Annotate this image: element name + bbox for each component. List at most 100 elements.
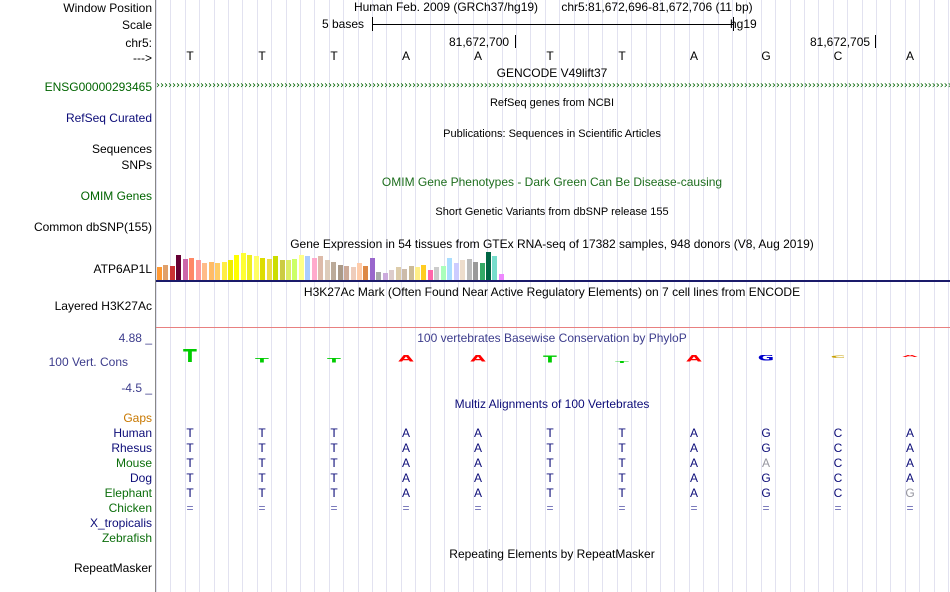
phylop-base-score[interactable]: T [615,360,629,363]
gtex-tissue-bar[interactable] [498,274,504,280]
gtex-tissue-bar[interactable] [273,256,279,280]
phylop-base-score[interactable]: A [398,355,414,363]
phylop-base-score[interactable]: A [902,355,918,358]
alignment-base: T [546,471,554,485]
gtex-tissue-bar[interactable] [479,263,485,280]
species-label[interactable]: Mouse [115,456,152,470]
gtex-tissue-bar[interactable] [260,258,266,280]
gtex-tissue-bar[interactable] [453,263,459,280]
repeatmasker-track-label[interactable]: RepeatMasker [73,561,152,575]
grid-line [588,0,589,592]
gtex-tissue-bar[interactable] [202,263,208,280]
gtex-tissue-bar[interactable] [389,270,395,280]
gtex-tissue-bar[interactable] [266,259,272,280]
gtex-tissue-bar[interactable] [182,259,188,280]
coordinate-left: 81,672,700 [449,35,510,49]
gtex-tissue-bar[interactable] [376,272,382,280]
gtex-tissue-bar[interactable] [215,263,221,280]
gtex-tissue-bar[interactable] [415,267,420,280]
gtex-tissue-bar[interactable] [286,260,291,280]
multiz-track-title: Multiz Alignments of 100 Vertebrates [454,397,650,411]
species-label[interactable]: Human [113,426,152,440]
gtex-tissue-bar[interactable] [279,260,285,280]
gtex-tissue-bar[interactable] [408,266,414,280]
gtex-tissue-bar[interactable] [434,267,440,280]
gtex-tissue-bar[interactable] [395,267,401,280]
gencode-gene-feature[interactable]: ››››››››››››››››››››››››››››››››››››››››… [156,81,950,91]
phylop-base-score[interactable]: G [757,355,775,362]
gtex-tissue-bar[interactable] [331,262,337,280]
alignment-base: T [618,456,626,470]
phylop-base-score[interactable]: C [830,355,846,359]
gtex-tissue-bar[interactable] [421,265,427,280]
gtex-tissue-bar[interactable] [402,269,408,280]
phylop-base-score[interactable]: T [183,348,197,363]
gtex-tissue-bar[interactable] [344,266,350,280]
phylop-base-score[interactable]: T [543,355,557,363]
refseq-track-label[interactable]: RefSeq Curated [65,111,152,125]
gtex-tissue-bar[interactable] [195,260,201,280]
alignment-base: A [905,471,914,485]
gtex-track-label[interactable]: ATP6AP1L [93,262,152,276]
species-label[interactable]: Zebrafish [101,531,152,545]
gtex-tissue-bar[interactable] [356,263,362,280]
gtex-tissue-bar[interactable] [473,262,479,280]
gtex-tissue-bar[interactable] [240,253,246,280]
grid-line [314,0,315,592]
species-label[interactable]: Elephant [104,486,152,500]
gtex-tissue-bar[interactable] [298,255,304,280]
grid-line [343,0,344,592]
gtex-tissue-bar[interactable] [382,273,388,280]
gtex-tissue-bar[interactable] [305,256,311,280]
grid-line [401,0,402,592]
gtex-tissue-bar[interactable] [492,256,498,280]
position-text: chr5:81,672,696-81,672,706 (11 bp) [561,0,753,14]
gtex-tissue-bar[interactable] [447,258,453,280]
phylop-base-score[interactable]: A [470,355,486,363]
gtex-tissue-bar[interactable] [227,260,233,280]
gtex-tissue-bar[interactable] [221,262,227,280]
species-label[interactable]: Dog [129,471,152,485]
gtex-tissue-bar[interactable] [363,266,369,280]
h3k27ac-track-label[interactable]: Layered H3K27Ac [54,299,152,313]
gtex-tissue-bar[interactable] [318,256,324,280]
gtex-tissue-bar[interactable] [337,265,343,280]
dbsnp-track-label[interactable]: Common dbSNP(155) [33,220,152,234]
phylop-base-score[interactable]: T [255,358,269,363]
alignment-base: = [762,501,770,515]
snps-track-label[interactable]: SNPs [121,158,152,172]
alignment-base: T [258,471,266,485]
gtex-tissue-bar[interactable] [440,266,446,280]
gtex-tissue-bar[interactable] [324,260,330,280]
gtex-tissue-bar[interactable] [208,262,214,280]
gtex-tissue-bar[interactable] [247,255,253,280]
gtex-tissue-bar[interactable] [253,256,259,280]
gtex-tissue-bar[interactable] [350,267,356,280]
gtex-tissue-bar[interactable] [485,252,491,280]
sequences-track-label[interactable]: Sequences [91,142,152,156]
phylop-track-label[interactable]: 100 Vert. Cons [48,355,128,369]
gtex-tissue-bar[interactable] [234,255,240,280]
gtex-tissue-bar[interactable] [369,258,375,280]
species-label[interactable]: X_tropicalis [89,516,152,530]
phylop-base-score[interactable]: A [686,355,702,363]
grid-line [228,0,229,592]
omim-track-label[interactable]: OMIM Genes [80,189,152,203]
gtex-tissue-bar[interactable] [189,258,195,280]
track-display-area[interactable]: Human Feb. 2009 (GRCh37/hg19) chr5:81,67… [156,0,950,592]
species-label[interactable]: Rhesus [111,441,152,455]
phylop-base-score[interactable]: T [327,358,341,363]
alignment-base: T [186,441,194,455]
gtex-tissue-bar[interactable] [169,266,175,280]
gtex-tissue-bar[interactable] [292,259,298,280]
gtex-tissue-bar[interactable] [466,259,472,280]
gtex-tissue-bar[interactable] [311,258,317,280]
species-label[interactable]: Chicken [108,501,152,515]
grid-line [689,0,690,592]
gencode-track-label[interactable]: ENSG00000293465 [44,80,152,94]
gtex-tissue-bar[interactable] [460,260,466,280]
gtex-tissue-bar[interactable] [176,255,182,280]
gtex-tissue-bar[interactable] [157,267,162,280]
gtex-tissue-bar[interactable] [163,265,169,280]
gtex-tissue-bar[interactable] [427,270,433,280]
